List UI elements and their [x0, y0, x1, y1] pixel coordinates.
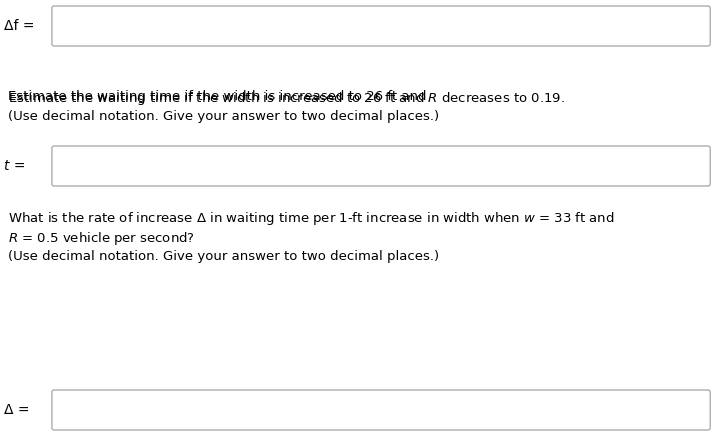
Text: (Use decimal notation. Give your answer to two decimal places.): (Use decimal notation. Give your answer … [8, 110, 439, 123]
Text: Estimate the waiting time if the width is increased to 26 ft and $\mathit{R}$ de: Estimate the waiting time if the width i… [8, 90, 565, 107]
Text: $\mathit{R}$ = 0.5 vehicle per second?: $\mathit{R}$ = 0.5 vehicle per second? [8, 230, 195, 247]
Text: Δ =: Δ = [4, 403, 29, 417]
FancyBboxPatch shape [52, 390, 710, 430]
Text: (Use decimal notation. Give your answer to two decimal places.): (Use decimal notation. Give your answer … [8, 250, 439, 263]
Text: Estimate the waiting time if the width is increased to 26 ft and: Estimate the waiting time if the width i… [8, 90, 431, 103]
FancyBboxPatch shape [52, 6, 710, 46]
Text: What is the rate of increase Δ in waiting time per 1-ft increase in width when $: What is the rate of increase Δ in waitin… [8, 210, 615, 227]
FancyBboxPatch shape [52, 146, 710, 186]
Text: t =: t = [4, 159, 25, 173]
Text: Estimate the waiting time if the width is increased to 26 ft and R decreases to : Estimate the waiting time if the width i… [8, 90, 567, 103]
Text: Δf =: Δf = [4, 19, 35, 33]
